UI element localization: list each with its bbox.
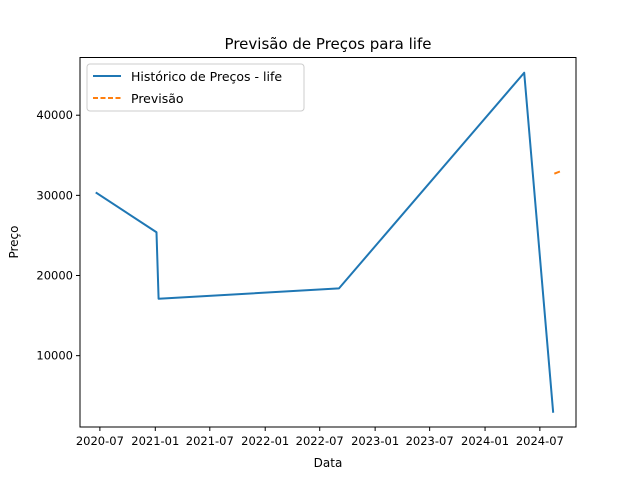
legend-box [86,63,305,112]
y-axis-label: Preço [7,225,21,258]
x-tick-label: 2021-07 [186,434,234,448]
series-0-point-5 [552,411,554,413]
series-0-point-0 [96,192,98,194]
x-tick-label: 2024-01 [461,434,509,448]
x-tick-label: 2022-01 [241,434,289,448]
x-tick-label: 2021-01 [131,434,179,448]
series-0-point-1 [155,231,157,233]
legend-label-forecast: Previsão [131,91,184,106]
y-tick-label: 30000 [36,188,73,202]
chart-title: Previsão de Preços para life [225,35,432,53]
x-tick-label: 2023-07 [406,434,454,448]
x-tick-label: 2022-07 [296,434,344,448]
series-0-point-3 [338,287,340,289]
x-tick-label: 2020-07 [76,434,124,448]
y-tick-label: 20000 [36,269,73,283]
series-1-point-1 [559,170,561,172]
series-1-point-0 [553,173,555,175]
x-tick-label: 2023-01 [351,434,399,448]
series-0-point-2 [158,298,160,300]
series-line-0 [95,71,555,413]
x-axis-ticks: 2020-07 2021-01 2021-07 2022-01 2022-07 2023-… [76,427,564,448]
legend: Histórico de Preços - life Previsão [86,63,305,112]
x-axis-label: Data [314,456,343,470]
x-tick-label: 2024-07 [516,434,564,448]
plot-series [95,71,561,413]
y-tick-label: 10000 [36,349,73,363]
y-axis-ticks: 10000 20000 30000 40000 [36,108,80,363]
plot-frame [79,57,577,428]
legend-label-history: Histórico de Preços - life [131,69,282,84]
y-tick-label: 40000 [36,108,73,122]
series-line-1 [553,170,561,175]
series-0-point-4 [523,72,525,74]
